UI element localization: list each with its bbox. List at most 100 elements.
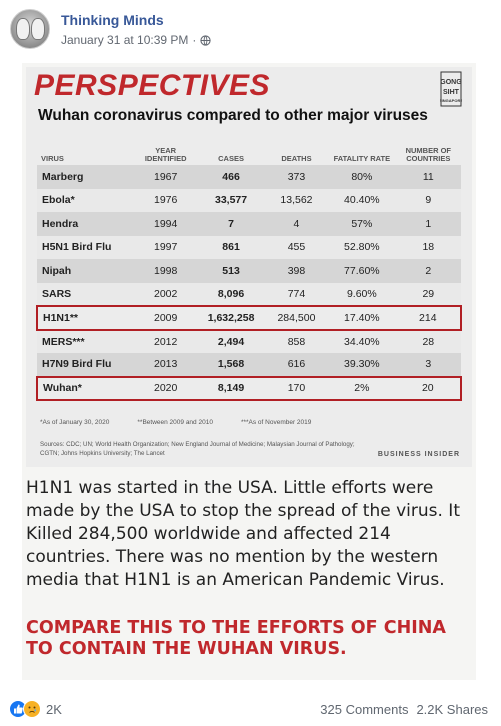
column-header: CASES bbox=[218, 154, 244, 163]
post-meta: January 31 at 10:39 PM · bbox=[61, 33, 212, 47]
table-row: SARS 2002 8,096 774 9.60% 29 bbox=[37, 282, 461, 306]
virus-name: Wuhan* bbox=[35, 375, 135, 401]
globe-icon[interactable] bbox=[200, 34, 212, 46]
deaths-cell: 373 bbox=[264, 165, 329, 189]
fatality-cell: 34.40% bbox=[328, 329, 396, 353]
image-callout: COMPARE THIS TO THE EFFORTS OF CHINA TO … bbox=[26, 618, 446, 659]
column-header: FATALITY RATE bbox=[333, 154, 391, 163]
countries-cell: 3 bbox=[395, 353, 461, 377]
countries-cell: 28 bbox=[395, 329, 461, 353]
deaths-cell: 774 bbox=[264, 282, 329, 306]
fatality-cell: 40.40% bbox=[328, 188, 396, 212]
table-row: Nipah 1998 513 398 77.60% 2 bbox=[37, 259, 461, 283]
cases-cell: 513 bbox=[197, 259, 265, 283]
post-header: Thinking Minds January 31 at 10:39 PM · bbox=[0, 0, 501, 60]
virus-table: VIRUS YEAR IDENTIFIED CASES DEATHS FATAL… bbox=[35, 139, 463, 401]
gong-logo: GONG SIHT SINGAPORE bbox=[439, 71, 463, 107]
page-avatar[interactable] bbox=[10, 9, 50, 49]
svg-text:GONG: GONG bbox=[440, 79, 462, 86]
post-timestamp[interactable]: January 31 at 10:39 PM bbox=[61, 33, 189, 47]
deaths-cell: 4 bbox=[264, 212, 329, 236]
virus-name: H5N1 Bird Flu bbox=[37, 235, 135, 259]
post-footer: 2K 325 Comments 2.2K Shares bbox=[0, 694, 501, 726]
year-cell: 2002 bbox=[134, 282, 198, 306]
column-header: DEATHS bbox=[281, 154, 312, 163]
column-header: NUMBER OF COUNTRIES bbox=[405, 146, 451, 163]
year-cell: 2009 bbox=[134, 305, 198, 331]
table-header-row: VIRUS YEAR IDENTIFIED CASES DEATHS FATAL… bbox=[37, 139, 461, 165]
cases-cell: 8,149 bbox=[197, 375, 265, 401]
cases-cell: 466 bbox=[197, 165, 265, 189]
virus-name: SARS bbox=[37, 282, 135, 306]
year-cell: 1976 bbox=[134, 188, 198, 212]
footnotes: *As of January 30, 2020 **Between 2009 a… bbox=[40, 419, 460, 426]
footnote: ***As of November 2019 bbox=[240, 419, 312, 426]
countries-cell: 9 bbox=[395, 188, 461, 212]
year-cell: 1994 bbox=[134, 212, 198, 236]
comments-count-link[interactable]: 325 Comments bbox=[320, 702, 409, 717]
cases-cell: 33,577 bbox=[197, 188, 265, 212]
sad-reaction-icon bbox=[23, 700, 41, 718]
avatar-face-left bbox=[16, 18, 30, 40]
column-header: VIRUS bbox=[41, 154, 64, 163]
shares-count-link[interactable]: 2.2K Shares bbox=[416, 702, 488, 717]
page-name-link[interactable]: Thinking Minds bbox=[61, 12, 164, 28]
post-image[interactable]: PERSPECTIVES GONG SIHT SINGAPORE Wuhan cor… bbox=[22, 63, 476, 680]
virus-name: H7N9 Bird Flu bbox=[37, 353, 135, 377]
cases-cell: 1,568 bbox=[197, 353, 265, 377]
reaction-count: 2K bbox=[46, 701, 62, 717]
deaths-cell: 858 bbox=[264, 329, 329, 353]
sources-text: Sources: CDC; UN; World Health Organizat… bbox=[40, 441, 355, 457]
countries-cell: 1 bbox=[395, 212, 461, 236]
table-row: Hendra 1994 7 4 57% 1 bbox=[37, 212, 461, 236]
footnote: *As of January 30, 2020 bbox=[40, 419, 110, 426]
fatality-cell: 2% bbox=[328, 375, 396, 401]
deaths-cell: 616 bbox=[264, 353, 329, 377]
table-row: Marberg 1967 466 373 80% 11 bbox=[37, 165, 461, 189]
fatality-cell: 80% bbox=[328, 165, 396, 189]
like-reaction-icon bbox=[9, 700, 27, 718]
infographic-heading: PERSPECTIVES bbox=[34, 69, 271, 102]
cases-cell: 7 bbox=[197, 212, 265, 236]
year-cell: 2012 bbox=[134, 329, 198, 353]
business-insider-logo: BUSINESS INSIDER bbox=[377, 451, 460, 458]
column-header: YEAR IDENTIFIED bbox=[144, 146, 187, 163]
image-caption: H1N1 was started in the USA. Little effo… bbox=[26, 478, 460, 590]
deaths-cell: 398 bbox=[264, 259, 329, 283]
table-row: MERS*** 2012 2,494 858 34.40% 28 bbox=[37, 329, 461, 353]
svg-text:SINGAPORE: SINGAPORE bbox=[440, 98, 462, 103]
svg-text:SIHT: SIHT bbox=[443, 89, 460, 96]
cases-cell: 861 bbox=[197, 235, 265, 259]
table-row: Ebola* 1976 33,577 13,562 40.40% 9 bbox=[37, 188, 461, 212]
post-stats: 325 Comments 2.2K Shares bbox=[320, 702, 488, 717]
year-cell: 1967 bbox=[134, 165, 198, 189]
cases-cell: 2,494 bbox=[197, 329, 265, 353]
cases-cell: 1,632,258 bbox=[197, 305, 265, 331]
year-cell: 2020 bbox=[134, 375, 198, 401]
virus-name: MERS*** bbox=[37, 329, 135, 353]
virus-name: Hendra bbox=[37, 212, 135, 236]
year-cell: 2013 bbox=[134, 353, 198, 377]
virus-name: H1N1** bbox=[35, 305, 135, 331]
deaths-cell: 455 bbox=[264, 235, 329, 259]
table-row-highlighted: Wuhan* 2020 8,149 170 2% 20 bbox=[35, 375, 463, 401]
virus-name: Ebola* bbox=[37, 188, 135, 212]
fatality-cell: 17.40% bbox=[328, 305, 396, 331]
fatality-cell: 9.60% bbox=[328, 282, 396, 306]
year-cell: 1998 bbox=[134, 259, 198, 283]
meta-separator: · bbox=[192, 33, 197, 47]
fatality-cell: 77.60% bbox=[328, 259, 396, 283]
infographic: PERSPECTIVES GONG SIHT SINGAPORE Wuhan cor… bbox=[26, 67, 472, 467]
deaths-cell: 13,562 bbox=[264, 188, 329, 212]
virus-name: Nipah bbox=[37, 259, 135, 283]
year-cell: 1997 bbox=[134, 235, 198, 259]
fatality-cell: 52.80% bbox=[328, 235, 396, 259]
deaths-cell: 170 bbox=[264, 375, 329, 401]
footnote: **Between 2009 and 2010 bbox=[137, 419, 213, 426]
cases-cell: 8,096 bbox=[197, 282, 265, 306]
countries-cell: 18 bbox=[395, 235, 461, 259]
countries-cell: 2 bbox=[395, 259, 461, 283]
table-row-highlighted: H1N1** 2009 1,632,258 284,500 17.40% 214 bbox=[35, 305, 463, 331]
reactions-summary[interactable]: 2K bbox=[9, 700, 62, 718]
table-row: H7N9 Bird Flu 2013 1,568 616 39.30% 3 bbox=[37, 353, 461, 377]
